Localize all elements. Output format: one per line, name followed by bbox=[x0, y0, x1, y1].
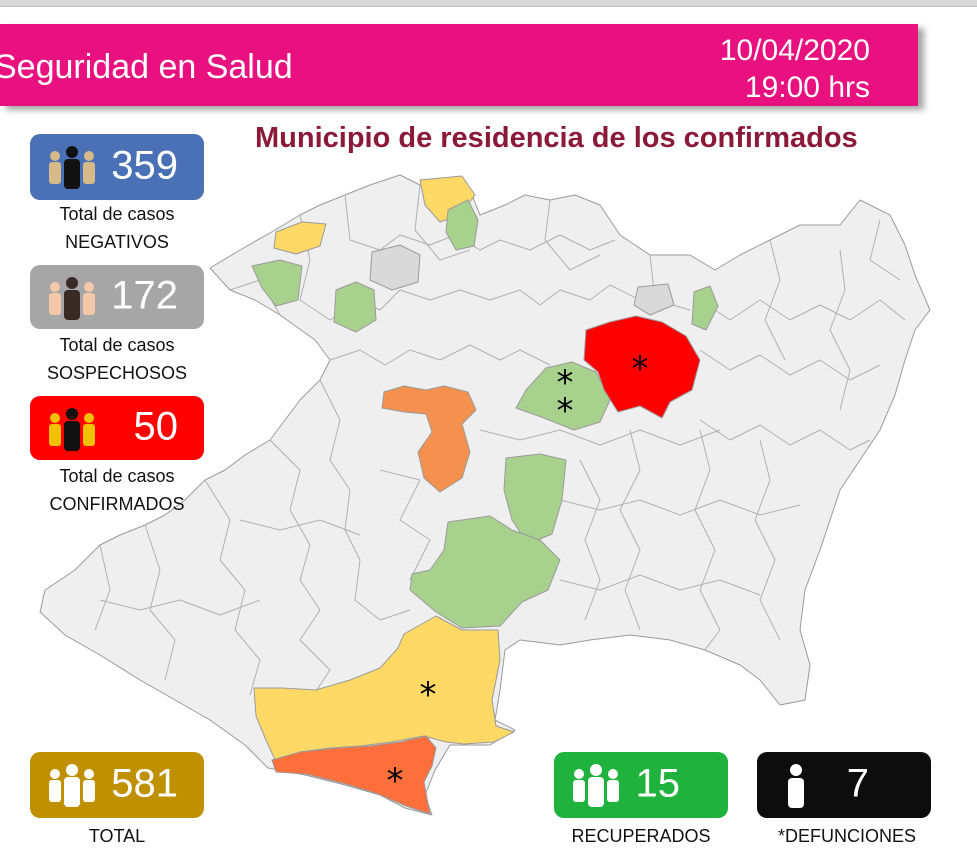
negativos-value: 359 bbox=[111, 143, 178, 188]
municipality-orange-red bbox=[271, 735, 437, 815]
municipality-green bbox=[515, 361, 611, 431]
defunciones-card: 7 bbox=[757, 752, 931, 818]
municipality-green bbox=[445, 199, 479, 251]
people-group-icon bbox=[49, 764, 95, 807]
header-date: 10/04/2020 bbox=[719, 34, 870, 67]
total-value: 581 bbox=[111, 761, 178, 806]
caption-line: Total de casos bbox=[59, 335, 175, 355]
caption-line: Total de casos bbox=[59, 466, 175, 486]
caption-line: Total de casos bbox=[59, 204, 175, 224]
header-title: Seguridad en Salud bbox=[0, 48, 293, 86]
header-time: 19:00 hrs bbox=[744, 71, 870, 104]
municipality-red bbox=[583, 315, 701, 419]
caption-line: NEGATIVOS bbox=[65, 232, 169, 252]
municipality-green bbox=[409, 515, 561, 629]
municipality-gray bbox=[369, 244, 421, 291]
confirmados-card: 50 bbox=[30, 396, 204, 460]
confirmados-caption: Total de casos CONFIRMADOS bbox=[30, 462, 204, 518]
sospechosos-card: 172 bbox=[30, 265, 204, 329]
municipality-green bbox=[691, 285, 719, 331]
caption-line: CONFIRMADOS bbox=[49, 494, 185, 514]
municipality-green bbox=[251, 259, 303, 307]
death-marker: * bbox=[557, 391, 574, 431]
municipality-yellow bbox=[273, 221, 327, 255]
people-group-icon bbox=[49, 146, 95, 189]
person-icon bbox=[788, 764, 804, 808]
death-marker: * bbox=[632, 349, 649, 389]
municipality-green bbox=[333, 281, 377, 333]
death-marker: * bbox=[420, 675, 437, 715]
death-marker: * bbox=[557, 363, 574, 403]
defunciones-value: 7 bbox=[846, 761, 869, 806]
total-card: 581 bbox=[30, 752, 204, 818]
negativos-card: 359 bbox=[30, 134, 204, 200]
caption-line: SOSPECHOSOS bbox=[46, 363, 188, 383]
municipality-orange bbox=[381, 385, 477, 493]
recuperados-value: 15 bbox=[635, 761, 681, 806]
people-group-icon bbox=[573, 764, 619, 807]
negativos-caption: Total de casos NEGATIVOS bbox=[30, 200, 204, 256]
death-marker: * bbox=[387, 761, 404, 801]
confirmados-value: 50 bbox=[133, 404, 179, 449]
sospechosos-value: 172 bbox=[111, 273, 178, 318]
municipality-green bbox=[503, 453, 567, 545]
sospechosos-caption: Total de casos SOSPECHOSOS bbox=[30, 331, 204, 387]
header-banner: Seguridad en Salud 10/04/2020 19:00 hrs bbox=[0, 24, 918, 106]
municipality-yellow bbox=[253, 615, 515, 763]
people-group-icon bbox=[49, 408, 95, 451]
recuperados-caption: RECUPERADOS bbox=[571, 826, 711, 846]
municipality-gray bbox=[633, 283, 675, 316]
people-group-icon bbox=[49, 277, 95, 320]
recuperados-card: 15 bbox=[554, 752, 728, 818]
map-title: Municipio de residencia de los confirmad… bbox=[255, 122, 858, 154]
total-caption: TOTAL bbox=[88, 826, 146, 846]
top-divider bbox=[0, 0, 977, 7]
defunciones-caption: *DEFUNCIONES bbox=[777, 826, 916, 846]
state-outline bbox=[39, 174, 931, 816]
header-datetime: 10/04/2020 19:00 hrs bbox=[720, 32, 870, 106]
